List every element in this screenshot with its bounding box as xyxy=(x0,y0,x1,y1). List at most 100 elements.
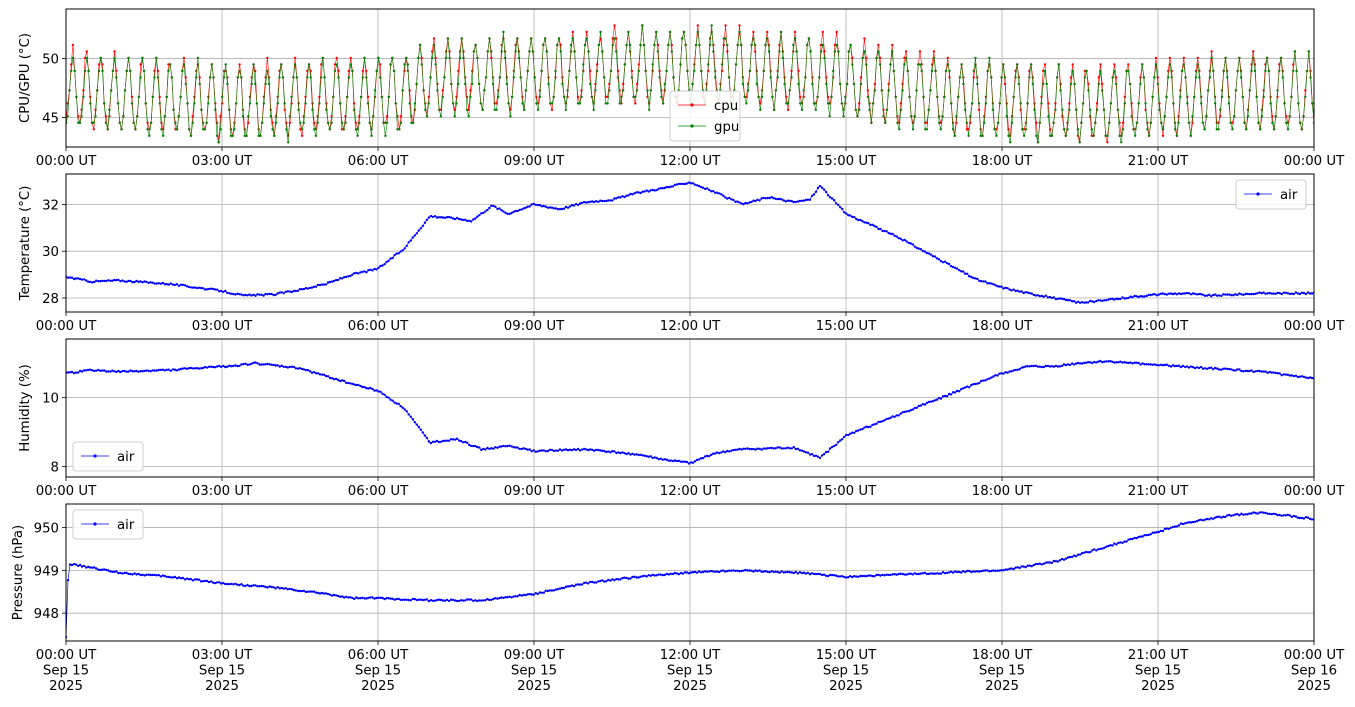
data-point xyxy=(280,63,283,66)
data-point xyxy=(516,595,519,598)
data-point xyxy=(477,82,481,86)
data-point xyxy=(980,280,983,283)
data-point xyxy=(806,451,810,454)
data-point xyxy=(867,425,870,429)
data-point xyxy=(580,95,583,99)
data-point xyxy=(1220,294,1223,298)
data-point xyxy=(314,591,318,594)
data-point xyxy=(601,579,604,582)
data-point xyxy=(1185,521,1189,524)
data-point xyxy=(908,95,911,99)
data-point xyxy=(595,63,599,66)
data-point xyxy=(107,370,110,373)
data-point xyxy=(611,450,614,453)
data-point xyxy=(1200,95,1203,99)
data-point xyxy=(113,50,116,53)
data-point xyxy=(983,121,986,125)
data-point xyxy=(728,569,731,572)
data-point xyxy=(859,76,863,79)
data-point xyxy=(935,398,939,401)
data-point xyxy=(1270,512,1273,516)
data-point xyxy=(472,444,475,448)
data-point xyxy=(1216,515,1219,519)
data-point xyxy=(889,416,892,419)
data-point xyxy=(649,89,653,92)
data-point xyxy=(1189,365,1193,368)
data-point xyxy=(507,102,510,105)
data-point xyxy=(379,390,382,393)
data-point xyxy=(189,286,193,289)
data-point xyxy=(1177,292,1181,295)
data-point xyxy=(238,293,241,296)
data-point xyxy=(199,286,203,290)
data-point xyxy=(693,63,696,66)
data-point xyxy=(85,56,89,60)
data-point xyxy=(548,448,552,451)
data-point xyxy=(1218,368,1221,371)
data-point xyxy=(524,206,527,209)
data-point xyxy=(310,590,314,593)
data-point xyxy=(913,406,916,410)
data-point xyxy=(371,269,374,272)
data-point xyxy=(853,216,856,219)
data-point xyxy=(1000,285,1003,288)
data-point xyxy=(705,570,709,573)
data-point xyxy=(988,570,991,573)
data-point xyxy=(574,202,578,206)
data-point xyxy=(1149,121,1153,125)
data-point xyxy=(195,367,199,370)
data-point xyxy=(1305,69,1309,73)
data-point xyxy=(685,460,689,464)
data-point xyxy=(1151,363,1154,366)
data-point xyxy=(514,50,517,53)
data-point xyxy=(741,82,745,86)
data-point xyxy=(1294,515,1298,518)
data-point xyxy=(151,95,154,99)
data-point xyxy=(248,584,251,588)
data-point xyxy=(1097,548,1100,551)
data-point xyxy=(1218,294,1221,297)
data-point xyxy=(520,447,523,451)
data-point xyxy=(773,108,776,112)
data-point xyxy=(655,456,658,460)
data-point xyxy=(911,128,915,131)
data-point xyxy=(1080,301,1084,304)
data-point xyxy=(1052,121,1055,125)
data-point xyxy=(444,56,448,60)
data-point xyxy=(651,573,654,576)
data-point xyxy=(719,82,722,86)
data-point xyxy=(1229,121,1232,125)
data-point xyxy=(423,221,427,224)
data-point xyxy=(1118,134,1121,137)
data-point xyxy=(679,460,683,463)
data-point xyxy=(1144,108,1147,112)
data-point xyxy=(492,597,495,601)
data-point xyxy=(1155,363,1158,367)
data-point xyxy=(1095,361,1098,364)
data-point xyxy=(203,579,207,583)
data-point xyxy=(302,121,305,125)
data-point xyxy=(448,56,451,60)
data-point xyxy=(234,293,237,296)
data-point xyxy=(906,69,909,73)
data-point xyxy=(1220,516,1223,519)
data-point xyxy=(1066,556,1070,559)
data-point xyxy=(1083,551,1086,554)
data-point xyxy=(746,202,749,205)
data-point xyxy=(643,190,646,193)
data-point xyxy=(1179,292,1183,296)
data-point xyxy=(286,588,289,591)
data-point xyxy=(1028,365,1031,368)
data-point xyxy=(203,128,207,131)
data-point xyxy=(266,586,269,589)
data-point xyxy=(129,572,132,576)
data-point xyxy=(528,205,531,208)
data-point xyxy=(545,50,548,53)
data-point xyxy=(234,102,238,105)
data-point xyxy=(722,37,725,40)
x-tick-label: 12:00 UT xyxy=(660,154,721,169)
data-point xyxy=(193,95,196,99)
data-point xyxy=(1292,514,1296,518)
data-point xyxy=(861,220,864,223)
data-point xyxy=(866,95,870,99)
